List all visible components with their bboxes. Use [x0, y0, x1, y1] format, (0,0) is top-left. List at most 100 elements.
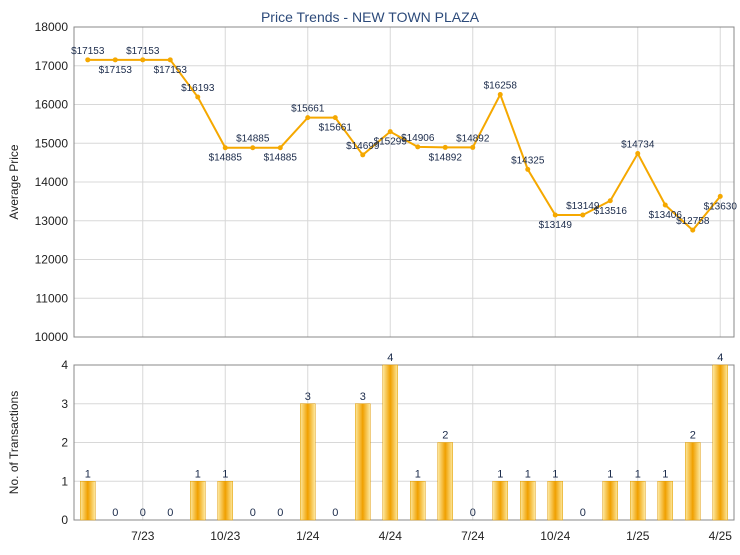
price-point [332, 115, 338, 121]
y-tick-label: 1 [61, 474, 68, 488]
transaction-bar [80, 481, 96, 521]
price-data-label: $13149 [539, 220, 573, 231]
price-point [167, 57, 173, 63]
y-tick-label: 14000 [35, 175, 69, 189]
y-tick-label: 18000 [35, 20, 69, 34]
y-tick-label: 3 [61, 397, 68, 411]
price-point [662, 202, 668, 208]
price-point [525, 166, 531, 172]
transaction-count-label: 0 [250, 507, 256, 519]
price-point [222, 145, 228, 151]
transaction-bar [547, 481, 563, 521]
transaction-count-label: 2 [690, 430, 696, 442]
transaction-bar [685, 442, 701, 521]
price-data-label: $16193 [181, 83, 215, 94]
price-point [635, 151, 641, 157]
price-data-label: $17153 [99, 65, 133, 76]
price-point [717, 193, 723, 199]
price-point [112, 57, 118, 63]
x-tick-label: 4/24 [379, 529, 403, 543]
price-point [470, 144, 476, 150]
x-tick-label: 7/23 [131, 529, 155, 543]
price-data-label: $17153 [154, 65, 188, 76]
plot-frame [73, 364, 735, 521]
transaction-count-label: 3 [305, 391, 311, 403]
price-data-label: $14892 [429, 152, 463, 163]
x-tick-label: 7/24 [461, 529, 485, 543]
y-tick-label: 12000 [35, 253, 69, 267]
price-point [607, 198, 613, 204]
transaction-count-label: 1 [497, 468, 503, 480]
price-point [442, 144, 448, 150]
price-point [415, 144, 421, 150]
transaction-count-label: 0 [580, 507, 586, 519]
y-tick-label: 16000 [35, 98, 69, 112]
transaction-count-label: 1 [525, 468, 531, 480]
price-data-label: $13630 [704, 201, 738, 212]
transaction-bar [217, 481, 233, 521]
transaction-bar [712, 364, 728, 521]
price-point [580, 212, 586, 218]
y-tick-label: 10000 [35, 330, 69, 344]
price-point [360, 152, 366, 158]
price-data-label: $13516 [594, 206, 628, 217]
x-tick-label: 10/23 [210, 529, 240, 543]
price-point [305, 115, 311, 121]
transaction-count-label: 4 [387, 352, 393, 364]
transaction-count-label: 0 [112, 507, 118, 519]
price-point [497, 92, 503, 98]
price-data-label: $14885 [264, 153, 298, 164]
price-point [387, 129, 393, 135]
price-data-label: $13406 [649, 210, 683, 221]
price-data-label: $15661 [291, 104, 325, 115]
x-tick-label: 4/25 [709, 529, 733, 543]
transaction-bar [492, 481, 508, 521]
price-data-label: $14892 [456, 133, 490, 144]
price-data-label: $14906 [401, 133, 435, 144]
price-data-label: $15299 [374, 137, 408, 148]
price-data-label: $14325 [511, 155, 545, 166]
transaction-count-label: 1 [552, 468, 558, 480]
transaction-bar [602, 481, 618, 521]
transaction-count-label: 0 [277, 507, 283, 519]
price-data-label: $14885 [209, 153, 243, 164]
transaction-bar [382, 364, 398, 521]
price-data-label: $14885 [236, 134, 270, 145]
price-data-label: $16258 [484, 81, 518, 92]
price-point [552, 212, 558, 218]
x-tick-label: 1/24 [296, 529, 320, 543]
transaction-count-label: 1 [195, 468, 201, 480]
chart-title: Price Trends - NEW TOWN PLAZA [261, 9, 480, 25]
y-axis-label: No. of Transactions [7, 391, 21, 494]
transaction-bar [630, 481, 646, 521]
price-series-line [87, 58, 722, 232]
y-tick-label: 2 [61, 436, 68, 450]
x-tick-label: 10/24 [540, 529, 570, 543]
price-point [277, 145, 283, 151]
transaction-bar [190, 481, 206, 521]
y-tick-label: 11000 [36, 291, 69, 305]
transaction-count-label: 4 [717, 352, 723, 364]
price-data-label: $17153 [71, 46, 105, 57]
price-data-label: $14699 [346, 141, 380, 152]
y-tick-label: 17000 [35, 59, 69, 73]
y-tick-label: 4 [61, 358, 68, 372]
transaction-bar [520, 481, 536, 521]
transaction-count-label: 1 [222, 468, 228, 480]
price-point [250, 145, 256, 151]
x-tick-label: 1/25 [626, 529, 650, 543]
price-data-label: $15661 [319, 123, 353, 134]
transaction-bar [437, 442, 453, 521]
transaction-count-label: 1 [415, 468, 421, 480]
transaction-count-label: 0 [332, 507, 338, 519]
transaction-count-label: 1 [635, 468, 641, 480]
transaction-bar [410, 481, 426, 521]
price-data-label: $17153 [126, 46, 160, 57]
y-axis-label: Average Price [7, 144, 21, 219]
transaction-bar [657, 481, 673, 521]
transaction-count-label: 1 [85, 468, 91, 480]
price-point [195, 94, 201, 100]
transaction-count-label: 0 [167, 507, 173, 519]
